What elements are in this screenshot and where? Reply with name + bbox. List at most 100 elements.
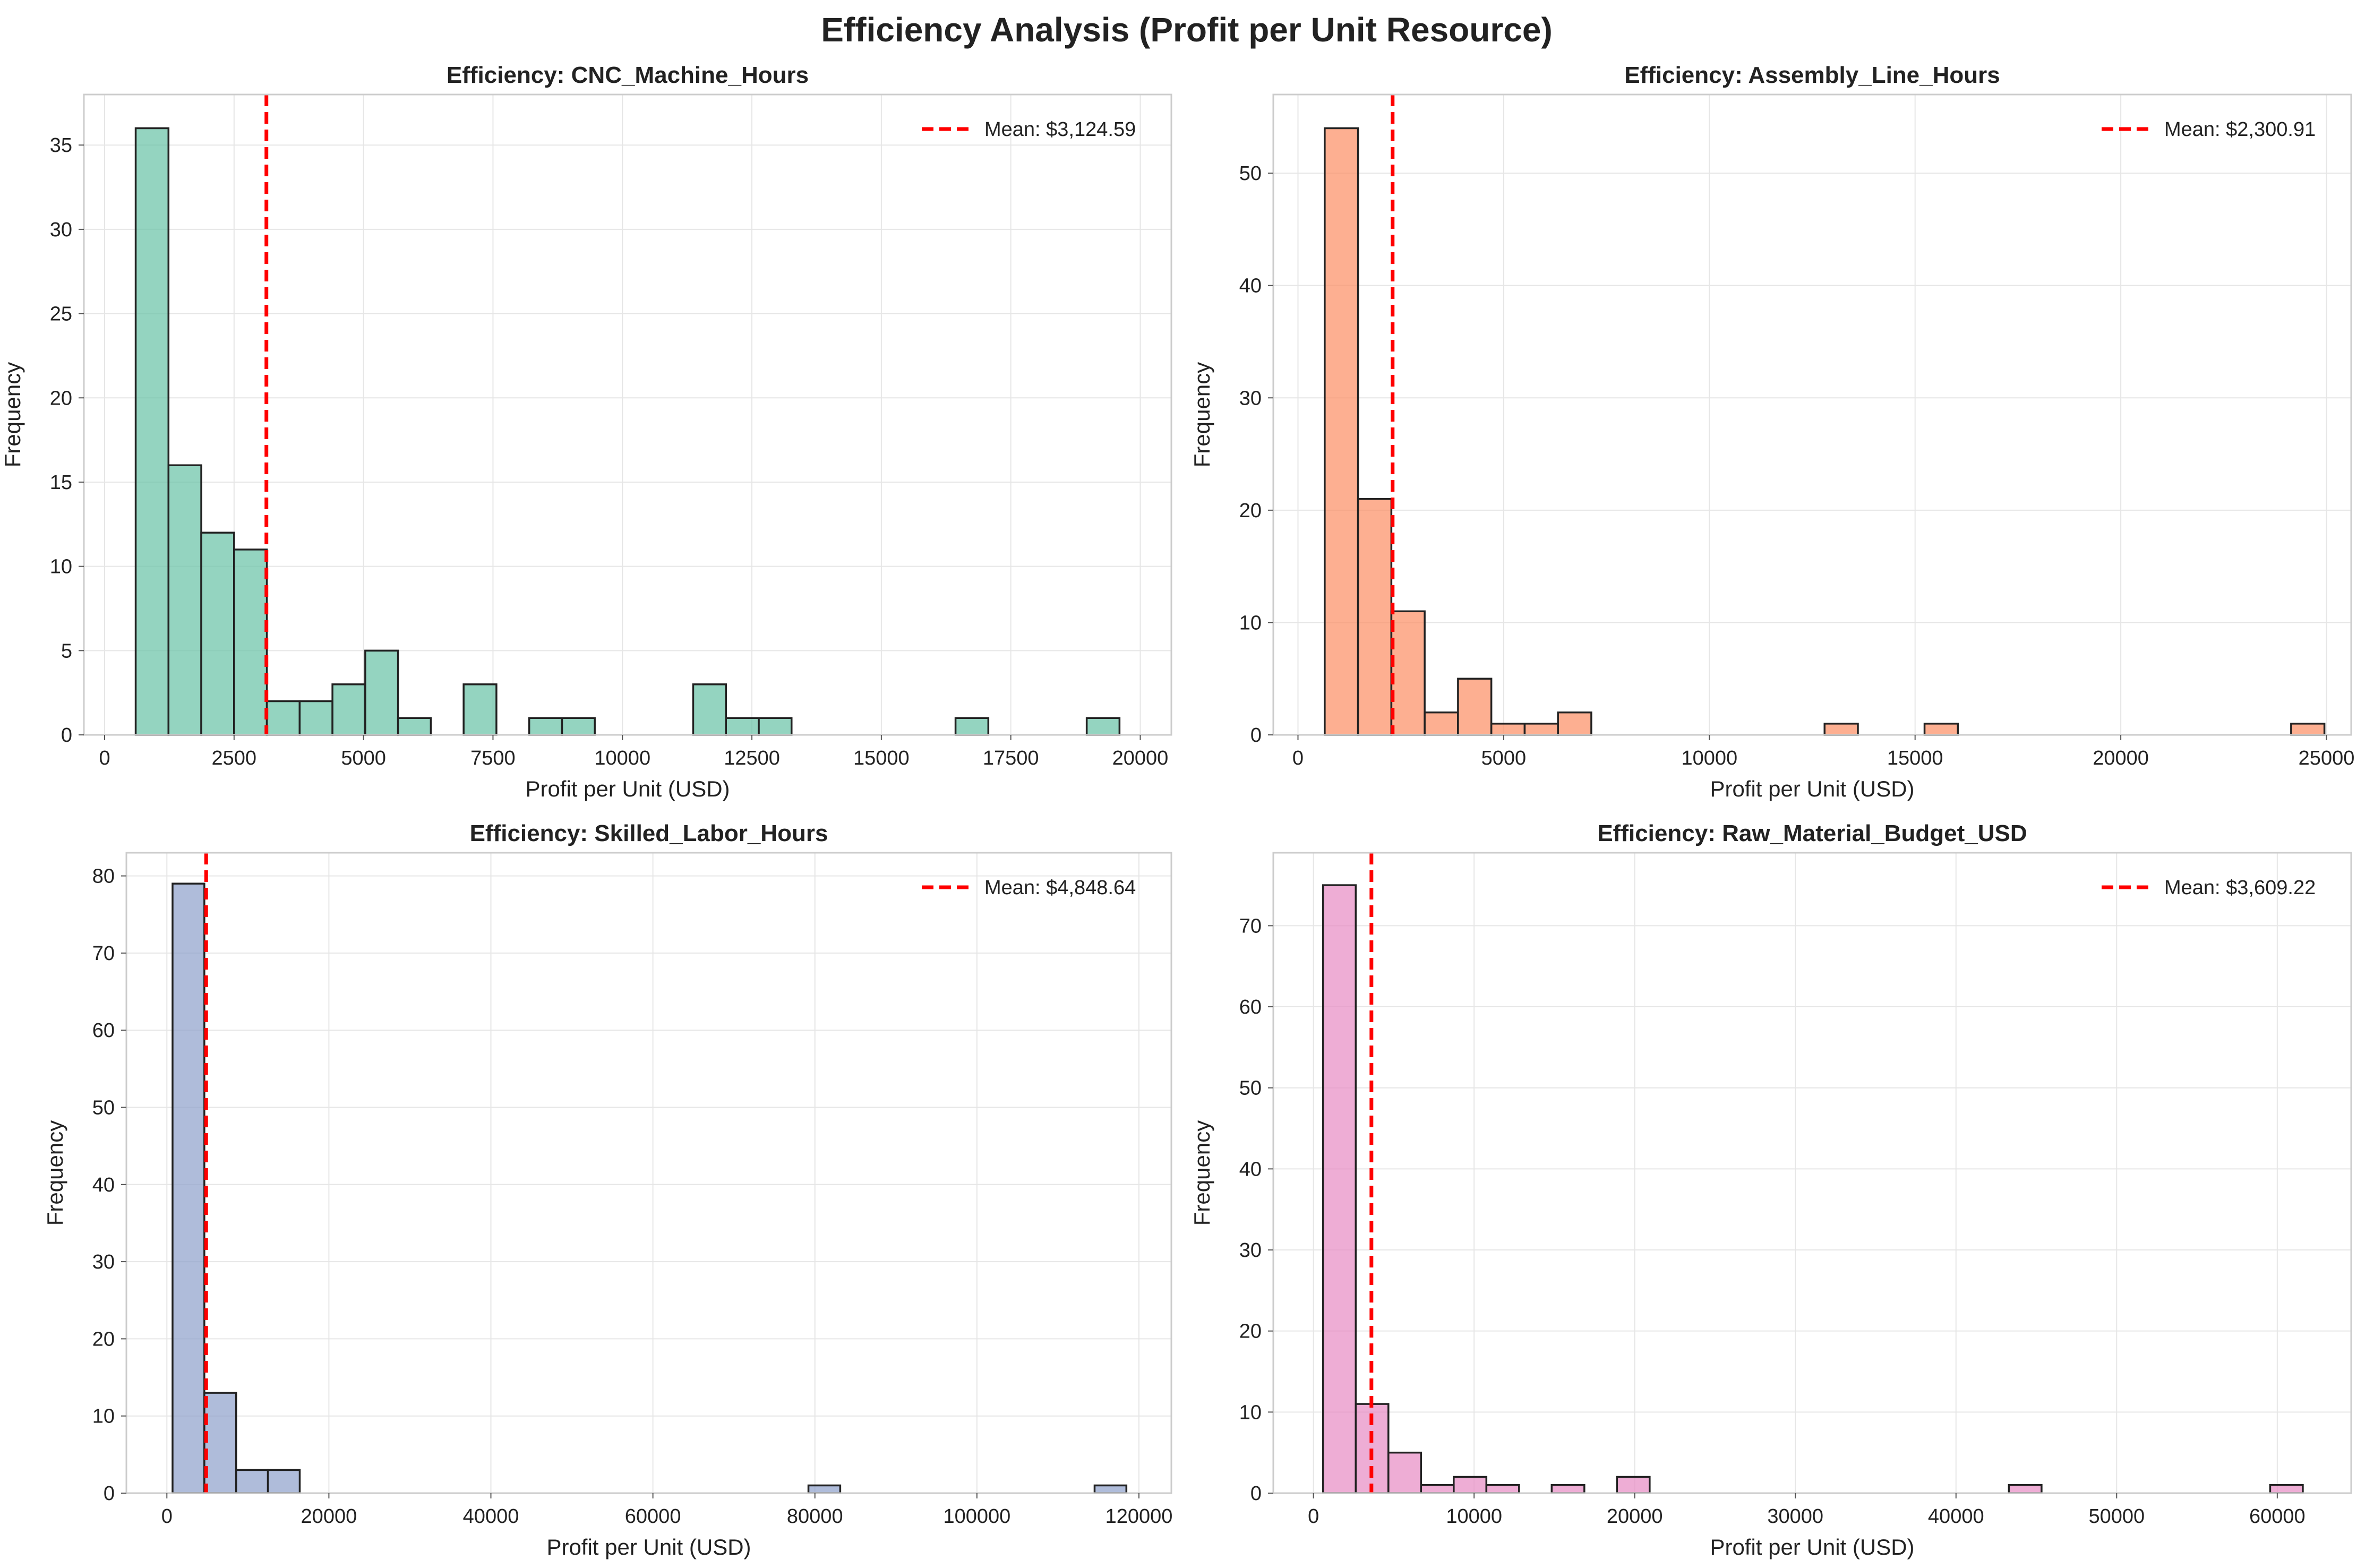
histogram-bar: [462, 683, 498, 736]
y-tick-label: 0: [1250, 1483, 1262, 1505]
histogram-bar: [1085, 717, 1121, 736]
figure-title: Efficiency Analysis (Profit per Unit Res…: [821, 11, 1553, 49]
chart-title: Efficiency: CNC_Machine_Hours: [447, 62, 809, 88]
x-tick-label: 2500: [212, 747, 257, 769]
axes-frame: [125, 852, 1172, 1494]
x-tick-label: 100000: [943, 1505, 1010, 1528]
histogram-bar: [1453, 1476, 1488, 1494]
histogram-bar: [2290, 723, 2326, 736]
histogram-bar: [725, 717, 760, 736]
y-axis-label: Frequency: [42, 1120, 67, 1226]
y-tick-label: 0: [104, 1483, 115, 1505]
x-tick-label: 12500: [724, 747, 780, 769]
axes-frame: [1272, 93, 2352, 736]
y-tick-label: 15: [50, 472, 72, 494]
histogram-bar: [758, 717, 793, 736]
histogram-bar: [1420, 1484, 1455, 1494]
y-tick-label: 5: [61, 640, 72, 662]
histogram-bar: [1523, 723, 1559, 736]
y-tick-label: 25: [50, 303, 72, 325]
histogram-bar: [167, 464, 202, 736]
histogram-bar: [172, 882, 205, 1494]
y-tick-label: 30: [92, 1251, 115, 1273]
x-axis-label: Profit per Unit (USD): [546, 1535, 751, 1560]
y-tick-label: 0: [61, 724, 72, 747]
x-tick-label: 5000: [341, 747, 386, 769]
y-axis-label: Frequency: [0, 362, 25, 467]
y-tick-label: 30: [50, 219, 72, 241]
y-tick-label: 30: [1239, 1239, 1262, 1262]
axes-frame: [83, 93, 1172, 736]
histogram-bar: [1485, 1484, 1520, 1494]
histogram-bar: [1390, 610, 1426, 736]
chart-panel: 0 20000 40000 60000 80000 100000 120000 0 10 20 30…: [42, 820, 1172, 1560]
histogram-bar: [1093, 1484, 1128, 1494]
histogram-bar: [203, 1392, 237, 1494]
histogram-bar: [233, 549, 268, 736]
x-tick-label: 10000: [594, 747, 650, 769]
plot-area: [126, 853, 1171, 1493]
x-tick-label: 20000: [301, 1505, 357, 1528]
x-tick-label: 7500: [470, 747, 516, 769]
histogram-bar: [331, 683, 366, 736]
y-tick-label: 70: [1239, 915, 1262, 937]
x-axis-label: Profit per Unit (USD): [525, 776, 730, 801]
histogram-bar: [364, 649, 399, 736]
chart-panel: 0 5000 10000 15000 20000 25000 0 10 20 30 40 50 Effi…: [1189, 62, 2354, 801]
x-tick-label: 25000: [2299, 747, 2355, 769]
x-tick-label: 17500: [983, 747, 1039, 769]
y-axis-label: Frequency: [1189, 1120, 1214, 1226]
y-tick-label: 35: [50, 134, 72, 157]
legend-label: Mean: $3,124.59: [984, 118, 1136, 141]
histogram-bar: [1923, 723, 1959, 736]
y-tick-label: 10: [92, 1406, 115, 1428]
plot-area: [1273, 95, 2351, 735]
histogram-bar: [1387, 1451, 1422, 1494]
x-tick-label: 0: [1292, 747, 1304, 769]
x-tick-label: 0: [1308, 1505, 1319, 1528]
histogram-bar: [561, 717, 596, 736]
histogram-bar: [2269, 1484, 2304, 1494]
x-tick-label: 20000: [1607, 1505, 1663, 1528]
y-tick-label: 30: [1239, 387, 1262, 409]
y-tick-label: 10: [50, 556, 72, 578]
histogram-bar: [134, 127, 170, 736]
histogram-bar: [298, 700, 333, 736]
x-tick-label: 60000: [625, 1505, 681, 1528]
x-tick-label: 60000: [2249, 1505, 2306, 1528]
x-tick-label: 10000: [1681, 747, 1737, 769]
histogram-bar: [1457, 678, 1493, 736]
histogram-bar: [267, 1469, 301, 1494]
histogram-bar: [235, 1469, 269, 1494]
y-tick-label: 40: [1239, 275, 1262, 297]
x-tick-label: 10000: [1446, 1505, 1502, 1528]
x-tick-label: 40000: [1928, 1505, 1984, 1528]
x-tick-label: 15000: [853, 747, 910, 769]
y-tick-label: 50: [1239, 1077, 1262, 1100]
histogram-bar: [807, 1484, 842, 1494]
histogram-bar: [1823, 723, 1859, 736]
histogram-bar: [1424, 711, 1459, 736]
axes-frame: [1272, 852, 2352, 1494]
y-tick-label: 10: [1239, 1401, 1262, 1424]
chart-title: Efficiency: Assembly_Line_Hours: [1624, 62, 2000, 88]
y-tick-label: 60: [1239, 996, 1262, 1018]
histogram-bar: [1322, 884, 1357, 1494]
histogram-bar: [397, 717, 432, 736]
histogram-bar: [528, 717, 563, 736]
histogram-bar: [1550, 1484, 1585, 1494]
histogram-bar: [954, 717, 990, 736]
chart-panel: 0 10000 20000 30000 40000 50000 60000 0 10 20 30 40…: [1189, 820, 2352, 1560]
x-tick-label: 15000: [1887, 747, 1943, 769]
histogram-bar: [1357, 498, 1393, 736]
y-tick-label: 60: [92, 1019, 115, 1042]
y-tick-label: 50: [92, 1096, 115, 1119]
x-tick-label: 30000: [1767, 1505, 1823, 1528]
y-tick-label: 20: [92, 1328, 115, 1350]
legend-label: Mean: $2,300.91: [2164, 118, 2316, 141]
y-tick-label: 50: [1239, 162, 1262, 185]
histogram-bar: [692, 683, 727, 736]
histogram-bar: [1324, 127, 1359, 736]
x-tick-label: 40000: [463, 1505, 519, 1528]
y-axis-label: Frequency: [1189, 362, 1214, 467]
